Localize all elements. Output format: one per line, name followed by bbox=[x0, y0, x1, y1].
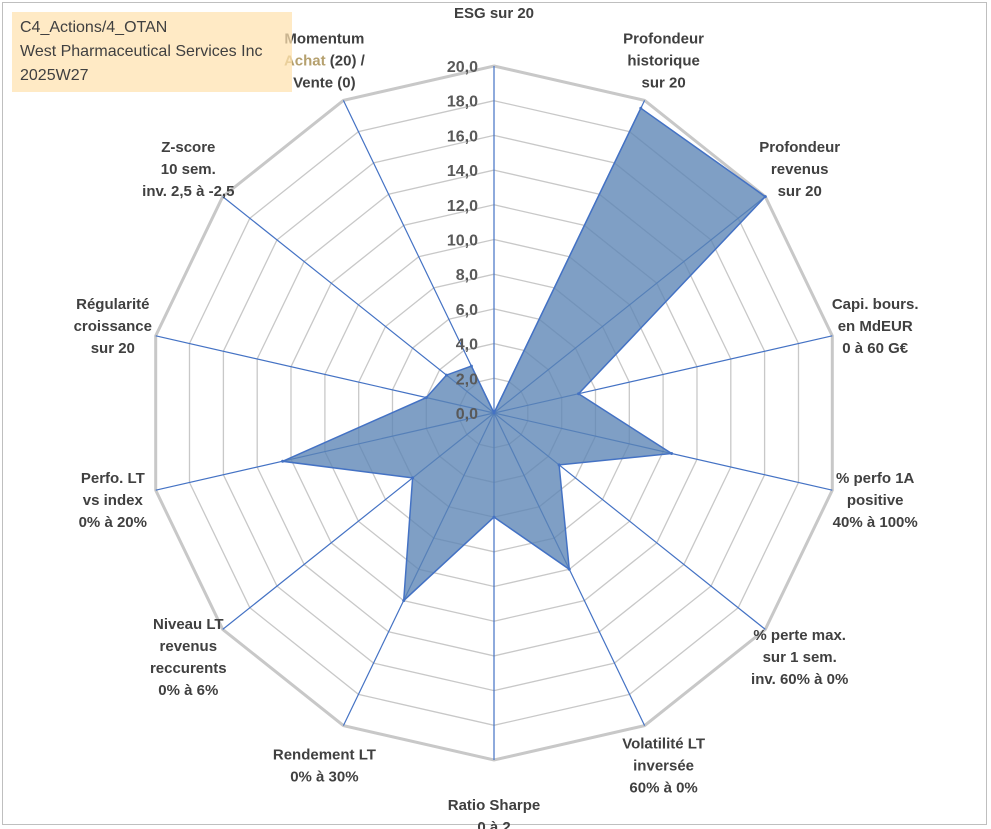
axis-label: Profondeur revenus sur 20 bbox=[759, 139, 840, 200]
data-point bbox=[557, 463, 561, 467]
title-line-3: 2025W27 bbox=[20, 67, 89, 84]
data-point bbox=[402, 599, 406, 603]
title-box: C4_Actions/4_OTAN West Pharmaceutical Se… bbox=[12, 12, 292, 92]
data-point bbox=[424, 396, 428, 400]
data-point bbox=[445, 373, 448, 377]
data-point bbox=[492, 411, 496, 415]
title-line-2: West Pharmaceutical Services Inc bbox=[20, 43, 263, 60]
data-point bbox=[469, 364, 473, 368]
tick-label: 20,0 bbox=[447, 59, 478, 76]
axis-label: Profondeur historique sur 20 bbox=[623, 31, 704, 92]
axis-label: % perfo 1A positive 40% à 100% bbox=[833, 470, 918, 531]
data-point bbox=[492, 515, 496, 519]
tick-label: 2,0 bbox=[456, 371, 478, 388]
tick-label: 0,0 bbox=[456, 406, 478, 423]
data-point bbox=[567, 567, 571, 571]
axis-spoke bbox=[342, 100, 495, 414]
tick-label: 6,0 bbox=[456, 302, 478, 319]
axis-label: Niveau LT revenus reccurents 0% à 6% bbox=[150, 616, 227, 699]
axis-label: NoteESG sur 20 bbox=[454, 0, 534, 22]
tick-label: 14,0 bbox=[447, 163, 478, 180]
data-point bbox=[577, 392, 581, 396]
series-area bbox=[279, 107, 767, 603]
data-point bbox=[670, 452, 674, 455]
data-point bbox=[411, 476, 415, 480]
data-point bbox=[281, 459, 285, 463]
axis-label: Perfo. LT vs index 0% à 20% bbox=[79, 470, 147, 531]
title-line-1: C4_Actions/4_OTAN bbox=[20, 19, 168, 36]
data-point bbox=[763, 195, 767, 199]
radial-tick-labels: 0,0 2,0 4,0 6,0 8,0 10,0 12,0 14,0 16,0 18,0 20,0 bbox=[447, 59, 478, 423]
axis-label: Régularité croissance sur 20 bbox=[74, 296, 152, 357]
tick-label: 18,0 bbox=[447, 94, 478, 111]
tick-label: 8,0 bbox=[456, 267, 478, 284]
radar-series bbox=[279, 106, 767, 603]
axis-label: Z-score 10 sem. inv. 2,5 à -2,5 bbox=[142, 139, 234, 200]
tick-label: 10,0 bbox=[447, 233, 478, 250]
axis-label: Rendement LT 0% à 30% bbox=[273, 746, 376, 785]
tick-label: 12,0 bbox=[447, 198, 478, 215]
axis-label: Capi. bours. en MdEUR 0 à 60 G€ bbox=[832, 296, 919, 357]
axis-label: % perte max. sur 1 sem. inv. 60% à 0% bbox=[751, 627, 848, 688]
tick-label: 16,0 bbox=[447, 128, 478, 145]
data-point bbox=[639, 106, 643, 110]
axis-label: Momentum Achat (20) / Vente (0) bbox=[284, 31, 366, 92]
tick-label: 4,0 bbox=[456, 337, 478, 354]
axis-label: Ratio Sharpe 0 à 2 bbox=[448, 797, 541, 829]
axis-label: Volatilité LT inversée 60% à 0% bbox=[622, 735, 705, 796]
